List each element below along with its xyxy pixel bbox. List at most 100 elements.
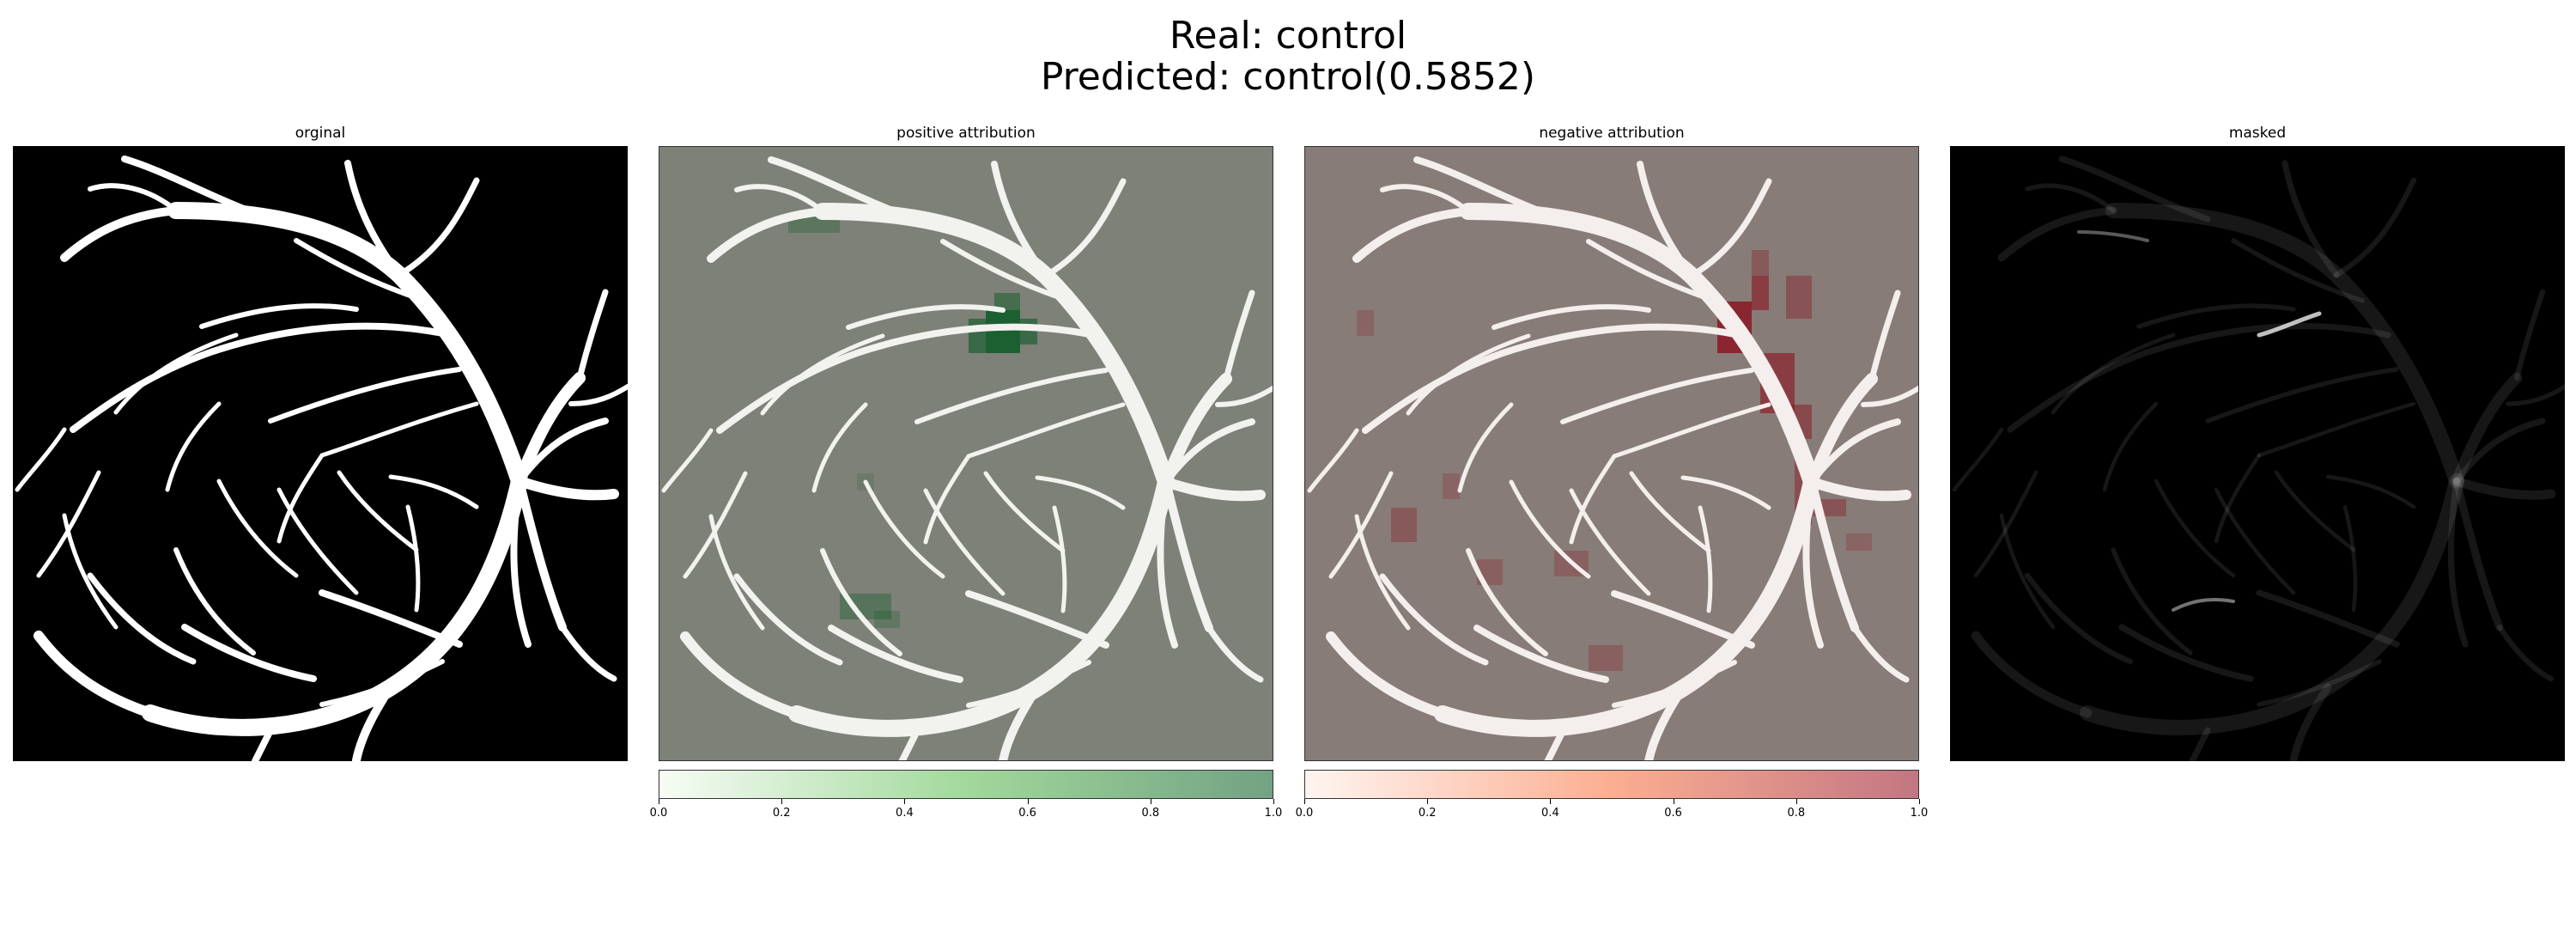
- colorbar-tick-label: 0.6: [1664, 807, 1682, 820]
- vessel-segment: [1307, 428, 1359, 493]
- vessel-segment: [1851, 625, 1910, 683]
- vessel-segment: [1952, 427, 2004, 492]
- colorbar-tick-mark: [1919, 799, 1920, 804]
- vessel-segment: [820, 548, 902, 656]
- vessel-segment: [811, 402, 868, 493]
- vessel-segment: [1999, 513, 2056, 630]
- attribution-cell: [994, 293, 1020, 310]
- vessel-segment: [276, 453, 325, 544]
- masked-image-panel: [1950, 146, 2565, 761]
- vessel-segment: [2007, 322, 2391, 433]
- vessel-segment: [923, 488, 1005, 596]
- original-vessel-image: [13, 146, 628, 761]
- vessel-segment: [734, 184, 825, 214]
- vessel-segment: [36, 470, 101, 578]
- colorbar-tick-label: 0.0: [649, 807, 668, 820]
- colorbar-tick-label: 0.8: [1141, 807, 1160, 820]
- vessel-segment: [1163, 418, 1255, 485]
- negative-attribution-panel: [1304, 146, 1919, 761]
- vessel-segment: [121, 155, 274, 223]
- vessel-segment: [510, 478, 532, 648]
- vessel-segment: [707, 207, 827, 263]
- vessel-segment: [173, 547, 256, 655]
- colorbar-tick-label: 0.2: [1418, 807, 1437, 820]
- vessel-segment: [2214, 453, 2262, 544]
- vessel-segment: [216, 479, 299, 578]
- vessel-segment: [716, 323, 1101, 434]
- vessel-segment: [2154, 479, 2236, 578]
- vessel-segment: [1997, 206, 2117, 262]
- vessel-segment: [113, 332, 239, 415]
- negative-colorbar: [1304, 770, 1919, 799]
- vessel-segment: [1473, 625, 1609, 683]
- vessel-segment: [337, 470, 419, 552]
- vessel-segment: [2281, 160, 2340, 278]
- colorbar-tick-label: 0.0: [1295, 807, 1314, 820]
- vessel-segment: [1806, 373, 1878, 488]
- positive-attribution-panel: [659, 146, 1273, 761]
- vessel-segment: [344, 160, 403, 278]
- vessel-segment: [268, 367, 462, 424]
- vessel-segment: [898, 728, 920, 760]
- vessel-segment: [319, 589, 463, 648]
- vessel-segment: [680, 631, 802, 719]
- vessel-segment: [319, 659, 445, 707]
- vessel-segment: [768, 156, 920, 223]
- vessel-segment: [923, 454, 971, 545]
- vessel-segment: [846, 304, 1005, 330]
- attribution-cell: [1391, 508, 1417, 542]
- vessel-segment: [1379, 573, 1489, 666]
- vessel-segment: [60, 206, 180, 262]
- masked-highlight: [2172, 598, 2235, 612]
- panel-title-negative: negative attribution: [1539, 125, 1685, 142]
- vessel-segment: [2342, 504, 2358, 613]
- vessel-segment: [1612, 402, 1771, 459]
- vessel-segment: [965, 590, 1109, 649]
- vessel-segment: [2256, 589, 2400, 648]
- vessel-segment: [2025, 183, 2116, 213]
- vessel-segment: [2325, 474, 2416, 509]
- vessel-segment: [2189, 727, 2211, 761]
- vessel-segment: [2513, 289, 2546, 381]
- vessel-segment: [1861, 385, 1918, 407]
- attribution-cell: [1752, 250, 1769, 276]
- vessel-segment: [914, 368, 1109, 424]
- vessel-segment: [1808, 418, 1901, 485]
- attribution-cell: [1020, 319, 1037, 344]
- vessel-segment: [1509, 479, 1591, 579]
- vessel-segment: [2453, 418, 2546, 485]
- vessel-segment: [1352, 207, 1473, 263]
- vessel-segment: [1466, 548, 1548, 656]
- vessel-segment: [2274, 470, 2356, 552]
- colorbar-tick-label: 0.4: [1541, 807, 1559, 820]
- vessel-segment: [1629, 471, 1711, 553]
- vessel-segment: [513, 372, 586, 487]
- colorbar-tick-label: 1.0: [1264, 807, 1283, 820]
- figure-title-real: Real: control: [1169, 14, 1407, 58]
- vessel-segment: [352, 683, 395, 761]
- vessel-segment: [1042, 178, 1127, 279]
- vessel-segment: [1973, 470, 2038, 578]
- vessel-segment: [2105, 203, 2464, 489]
- colorbar-tick-mark: [1427, 799, 1429, 804]
- vessel-segment: [2289, 683, 2332, 761]
- vessel-segment: [1161, 477, 1266, 502]
- vessel-segment: [2451, 372, 2523, 487]
- vessel-segment: [252, 727, 274, 761]
- colorbar-tick-mark: [1795, 799, 1797, 804]
- masked-highlight: [2257, 311, 2322, 338]
- vessel-segment: [405, 504, 421, 613]
- vessel-segment: [576, 289, 609, 381]
- vessel-segment: [1492, 304, 1651, 330]
- vessel-segment: [1326, 631, 1448, 719]
- vessel-segment: [388, 474, 479, 509]
- attribution-cell: [874, 611, 900, 628]
- attribution-cell: [1589, 645, 1623, 671]
- vessel-segment: [1380, 184, 1471, 214]
- vessel-segment: [559, 624, 617, 682]
- vessel-segment: [2506, 384, 2565, 406]
- vessel-segment: [1698, 505, 1713, 613]
- vessel-segment: [2333, 177, 2417, 278]
- vessel-segment: [1611, 590, 1755, 649]
- vessel-segment: [1868, 290, 1901, 382]
